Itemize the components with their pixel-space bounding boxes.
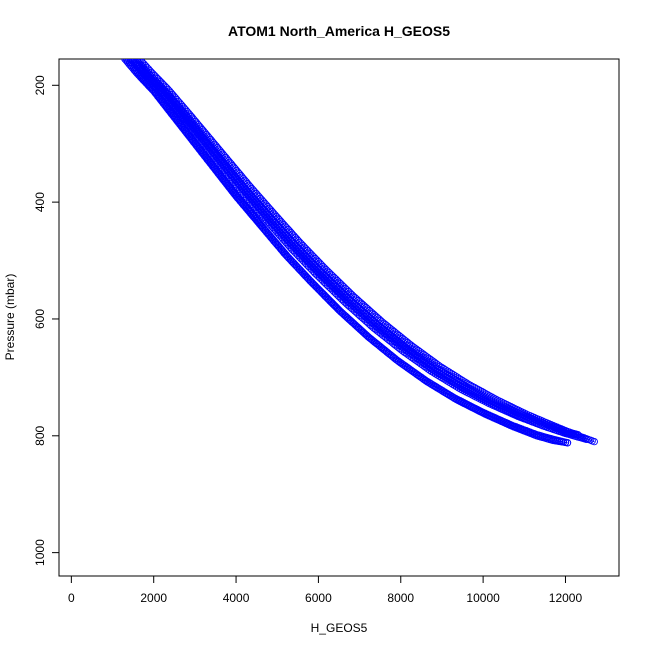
data-point [471, 405, 480, 413]
data-point [431, 383, 439, 391]
y-tick-label: 600 [33, 309, 47, 329]
data-point [491, 395, 500, 403]
data-point [476, 393, 484, 401]
data-point [429, 381, 437, 390]
series-line-2 [134, 59, 578, 436]
plot-frame [58, 58, 620, 577]
data-point [455, 381, 463, 390]
data-point [430, 366, 438, 375]
data-point [405, 365, 414, 373]
data-point [445, 376, 453, 384]
data-point [483, 397, 492, 405]
series-line-3 [138, 59, 595, 443]
data-point [479, 409, 487, 417]
data-point [474, 392, 482, 400]
data-point [431, 367, 440, 376]
data-point [427, 380, 436, 389]
data-point [439, 372, 447, 380]
data-point [480, 395, 488, 403]
data-point [440, 365, 448, 373]
data-point [435, 370, 444, 378]
data-point [462, 400, 470, 409]
data-point [466, 388, 474, 396]
data-point [121, 59, 129, 63]
data-point [441, 388, 449, 397]
plot-area [121, 59, 598, 447]
data-point [458, 398, 466, 407]
data-point [473, 406, 482, 414]
data-point [443, 374, 451, 383]
data-point [434, 361, 442, 369]
data-point [460, 385, 469, 393]
data-point [497, 398, 506, 406]
x-axis: 0 2000 4000 6000 8000 10000 12000 [68, 575, 583, 605]
data-point [445, 391, 453, 399]
data-point [433, 369, 442, 377]
data-point [448, 393, 457, 401]
data-point [443, 390, 451, 398]
data-point [428, 365, 436, 373]
data-point [437, 386, 445, 394]
data-point [436, 362, 444, 370]
data-point [449, 371, 457, 379]
data-point [472, 391, 480, 399]
x-tick-label: 10000 [466, 591, 500, 605]
x-axis-label: H_GEOS5 [311, 621, 368, 635]
data-point [464, 387, 472, 395]
data-point [452, 395, 461, 404]
data-point [470, 390, 478, 398]
x-tick-label: 2000 [140, 591, 167, 605]
data-point [445, 368, 454, 376]
data-point [425, 379, 434, 387]
series-line-4 [132, 59, 587, 440]
data-point [433, 384, 441, 392]
x-tick-label: 12000 [549, 591, 583, 605]
data-point [466, 402, 474, 411]
data-point [456, 397, 464, 406]
chart-title: ATOM1 North_America H_GEOS5 [228, 23, 450, 39]
x-tick-label: 0 [68, 591, 75, 605]
data-point [407, 366, 415, 375]
data-point [438, 363, 446, 372]
y-axis-label: Pressure (mbar) [3, 274, 17, 361]
data-point [563, 439, 572, 447]
data-point [413, 370, 421, 379]
y-tick-label: 1000 [33, 539, 47, 566]
x-tick-label: 8000 [387, 591, 414, 605]
data-point [447, 369, 456, 378]
data-point [423, 378, 432, 386]
data-point [590, 437, 598, 446]
data-point [414, 372, 423, 380]
data-point [435, 385, 443, 393]
data-point [441, 373, 449, 382]
data-point [464, 401, 472, 410]
data-point [456, 383, 465, 391]
y-tick-label: 200 [33, 75, 47, 95]
y-tick-label: 800 [33, 425, 47, 445]
data-point [453, 373, 461, 381]
data-point [481, 396, 490, 404]
data-point [443, 367, 452, 375]
data-point [450, 394, 459, 403]
x-tick-label: 6000 [305, 591, 332, 605]
data-point [462, 386, 471, 394]
data-point [437, 371, 446, 379]
data-point [582, 435, 590, 443]
x-tick-label: 4000 [223, 591, 250, 605]
data-point [422, 377, 430, 385]
data-point [441, 366, 450, 374]
data-point [439, 387, 447, 396]
data-point [446, 392, 455, 400]
data-point [396, 359, 405, 367]
data-point [398, 360, 406, 368]
data-point [447, 377, 455, 385]
series-line-1 [130, 59, 574, 436]
data-point [451, 379, 459, 387]
data-point [449, 378, 457, 386]
y-tick-label: 400 [33, 192, 47, 212]
data-point [453, 380, 461, 389]
data-point [451, 372, 459, 380]
y-axis: 200 400 600 800 1000 [33, 75, 60, 566]
